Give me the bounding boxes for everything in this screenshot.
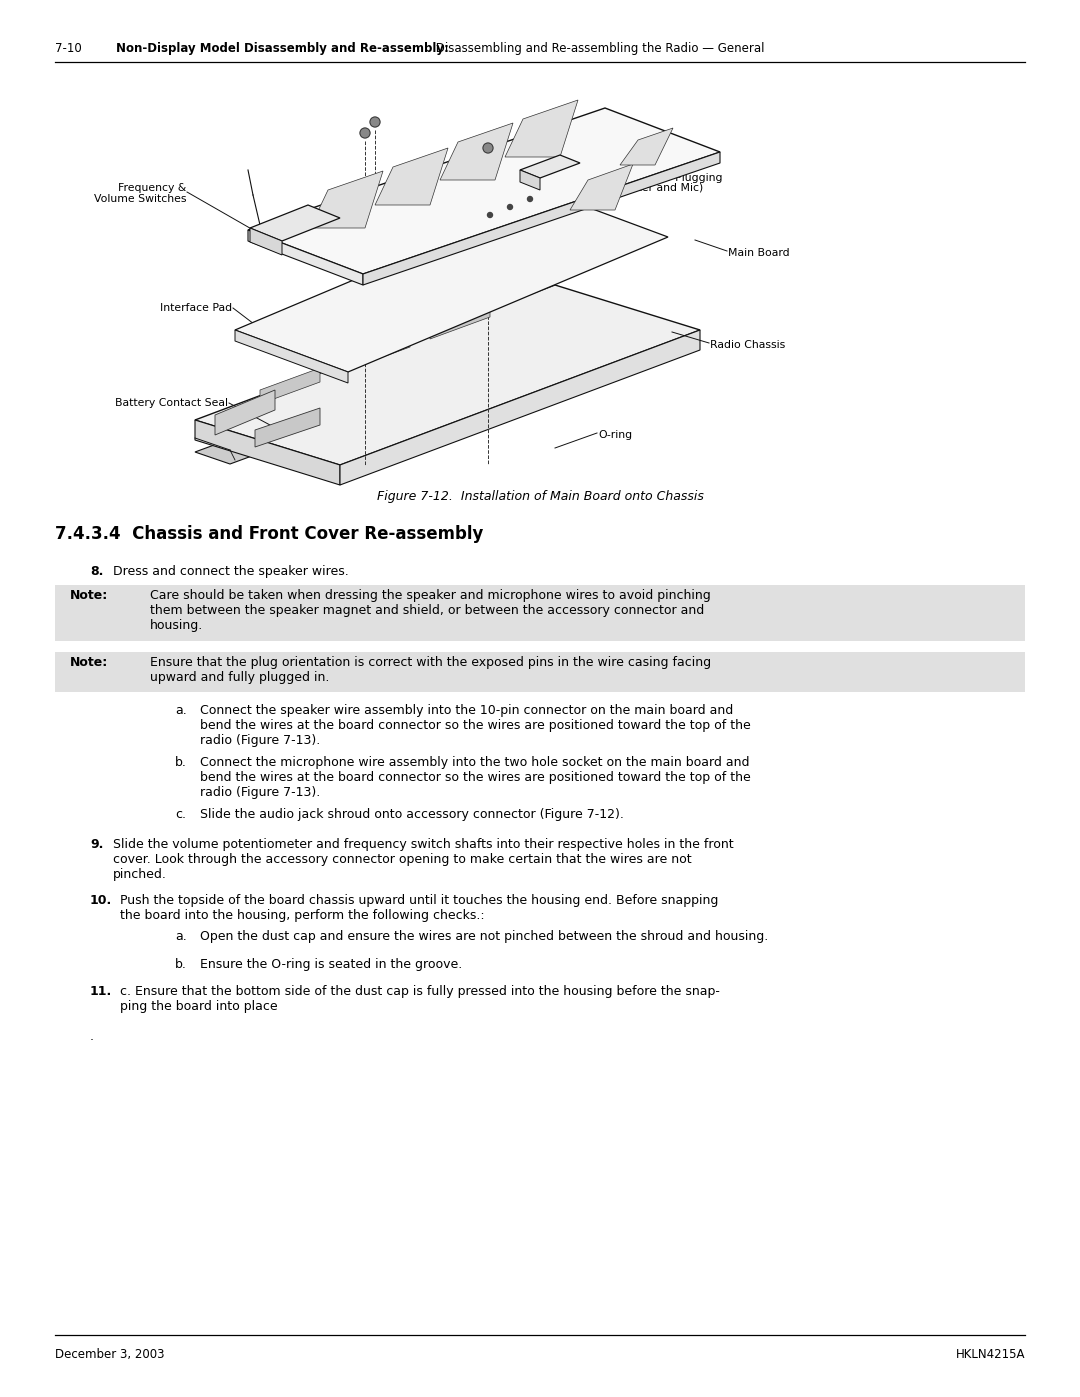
Text: Main Board: Main Board [728, 249, 789, 258]
Polygon shape [195, 285, 700, 465]
Polygon shape [195, 420, 340, 485]
Polygon shape [375, 148, 448, 205]
Text: Non-Display Model Disassembly and Re-assembly:: Non-Display Model Disassembly and Re-ass… [116, 42, 449, 54]
Text: Push the topside of the board chassis upward until it touches the housing end. B: Push the topside of the board chassis up… [120, 894, 718, 922]
Text: Figure 7-12.  Installation of Main Board onto Chassis: Figure 7-12. Installation of Main Board … [377, 490, 703, 503]
Polygon shape [620, 129, 673, 165]
Polygon shape [340, 330, 700, 485]
Text: a.: a. [175, 930, 187, 943]
Text: .: . [90, 1030, 94, 1044]
Polygon shape [519, 155, 580, 177]
Text: a.: a. [175, 704, 187, 717]
Text: 7-10: 7-10 [55, 42, 82, 54]
Text: c.: c. [175, 807, 186, 821]
Text: in Speaker and Mic): in Speaker and Mic) [595, 183, 703, 193]
Circle shape [508, 204, 513, 210]
Circle shape [487, 212, 492, 218]
Polygon shape [248, 108, 720, 274]
Text: Ensure that the plug orientation is correct with the exposed pins in the wire ca: Ensure that the plug orientation is corr… [150, 657, 711, 685]
Polygon shape [248, 231, 363, 285]
Polygon shape [430, 303, 490, 339]
Text: Battery Contact Seal: Battery Contact Seal [114, 398, 228, 408]
FancyBboxPatch shape [55, 652, 1025, 692]
Polygon shape [235, 196, 669, 372]
Polygon shape [235, 330, 348, 383]
Text: Interface Pad: Interface Pad [160, 303, 232, 313]
Circle shape [370, 117, 380, 127]
Polygon shape [519, 170, 540, 190]
Polygon shape [505, 101, 578, 156]
Text: Connect the speaker wire assembly into the 10-pin connector on the main board an: Connect the speaker wire assembly into t… [200, 704, 751, 747]
Text: December 3, 2003: December 3, 2003 [55, 1348, 164, 1361]
Text: Slide the volume potentiometer and frequency switch shafts into their respective: Slide the volume potentiometer and frequ… [113, 838, 733, 882]
Text: Note:: Note: [70, 657, 108, 669]
Text: Care should be taken when dressing the speaker and microphone wires to avoid pin: Care should be taken when dressing the s… [150, 590, 711, 631]
Polygon shape [195, 320, 590, 464]
Text: c. Ensure that the bottom side of the dust cap is fully pressed into the housing: c. Ensure that the bottom side of the du… [120, 985, 720, 1013]
Text: 8.: 8. [90, 564, 104, 578]
Polygon shape [310, 170, 383, 228]
Text: 11.: 11. [90, 985, 112, 997]
Text: Radio Chassis: Radio Chassis [710, 339, 785, 351]
Circle shape [360, 129, 370, 138]
Text: O-ring: O-ring [598, 430, 632, 440]
Text: b.: b. [175, 756, 187, 768]
Text: Slide the audio jack shroud onto accessory connector (Figure 7-12).: Slide the audio jack shroud onto accesso… [200, 807, 624, 821]
FancyBboxPatch shape [55, 585, 1025, 641]
Polygon shape [570, 163, 633, 210]
Text: b.: b. [175, 958, 187, 971]
Text: 9.: 9. [90, 838, 104, 851]
Polygon shape [260, 367, 320, 404]
Text: Dress and connect the speaker wires.: Dress and connect the speaker wires. [113, 564, 349, 578]
Polygon shape [249, 228, 282, 256]
Text: Connect the microphone wire assembly into the two hole socket on the main board : Connect the microphone wire assembly int… [200, 756, 751, 799]
Text: HKLN4215A: HKLN4215A [956, 1348, 1025, 1361]
Polygon shape [440, 123, 513, 180]
Circle shape [527, 197, 532, 201]
Text: Ensure the O-ring is seated in the groove.: Ensure the O-ring is seated in the groov… [200, 958, 462, 971]
Polygon shape [350, 332, 410, 369]
Text: Disassembling and Re-assembling the Radio — General: Disassembling and Re-assembling the Radi… [432, 42, 765, 54]
Text: Frequency &: Frequency & [118, 183, 186, 193]
Circle shape [483, 142, 492, 154]
Polygon shape [363, 152, 720, 285]
Text: Volume Switches: Volume Switches [94, 194, 186, 204]
Polygon shape [255, 408, 320, 447]
Polygon shape [249, 205, 340, 242]
Text: Note:: Note: [70, 590, 108, 602]
Text: Open the dust cap and ensure the wires are not pinched between the shroud and ho: Open the dust cap and ensure the wires a… [200, 930, 768, 943]
Text: Audio Jack Shroud: Audio Jack Shroud [595, 163, 694, 173]
Text: 10.: 10. [90, 894, 112, 907]
Text: 7.4.3.4  Chassis and Front Cover Re-assembly: 7.4.3.4 Chassis and Front Cover Re-assem… [55, 525, 484, 543]
Polygon shape [215, 390, 275, 434]
Text: (Replace after Plugging: (Replace after Plugging [595, 173, 723, 183]
